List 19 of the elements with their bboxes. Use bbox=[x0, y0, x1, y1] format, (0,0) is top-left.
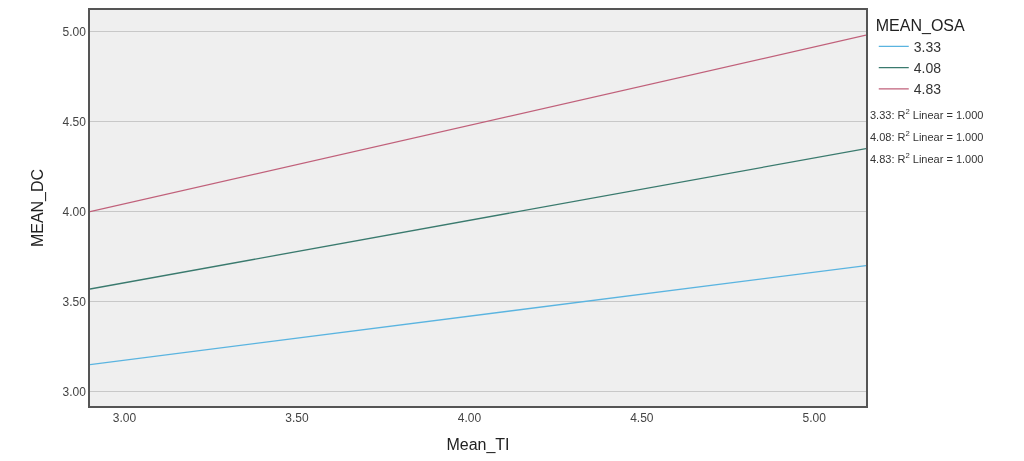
legend-label: 4.83 bbox=[913, 81, 942, 98]
text: 3.33: R$^{2}$ Linear = 1.000 bbox=[870, 107, 984, 121]
text: 4.08: R$^{2}$ Linear = 1.000 bbox=[870, 129, 984, 143]
y-tick-label: 5.00 bbox=[62, 24, 87, 39]
y-axis-title: MEAN_DC bbox=[28, 168, 47, 248]
x-tick-label: 4.00 bbox=[457, 411, 482, 426]
x-tick-label: 4.50 bbox=[630, 411, 654, 426]
x-tick-label: 3.50 bbox=[285, 411, 309, 426]
legend-label: 3.33 bbox=[913, 38, 942, 55]
y-tick-label: 3.00 bbox=[62, 384, 87, 399]
legend-label: 4.08 bbox=[913, 60, 942, 77]
y-tick-label: 4.00 bbox=[62, 204, 87, 219]
x-tick-label: 3.00 bbox=[112, 411, 137, 426]
x-tick-label: 5.00 bbox=[802, 411, 827, 426]
text: 4.83: R$^{2}$ Linear = 1.000 bbox=[870, 151, 984, 165]
x-axis-title: Mean_TI bbox=[446, 436, 510, 455]
y-tick-label: 3.50 bbox=[62, 294, 87, 309]
legend-title: MEAN_OSA bbox=[875, 16, 965, 35]
y-tick-label: 4.50 bbox=[62, 114, 87, 129]
